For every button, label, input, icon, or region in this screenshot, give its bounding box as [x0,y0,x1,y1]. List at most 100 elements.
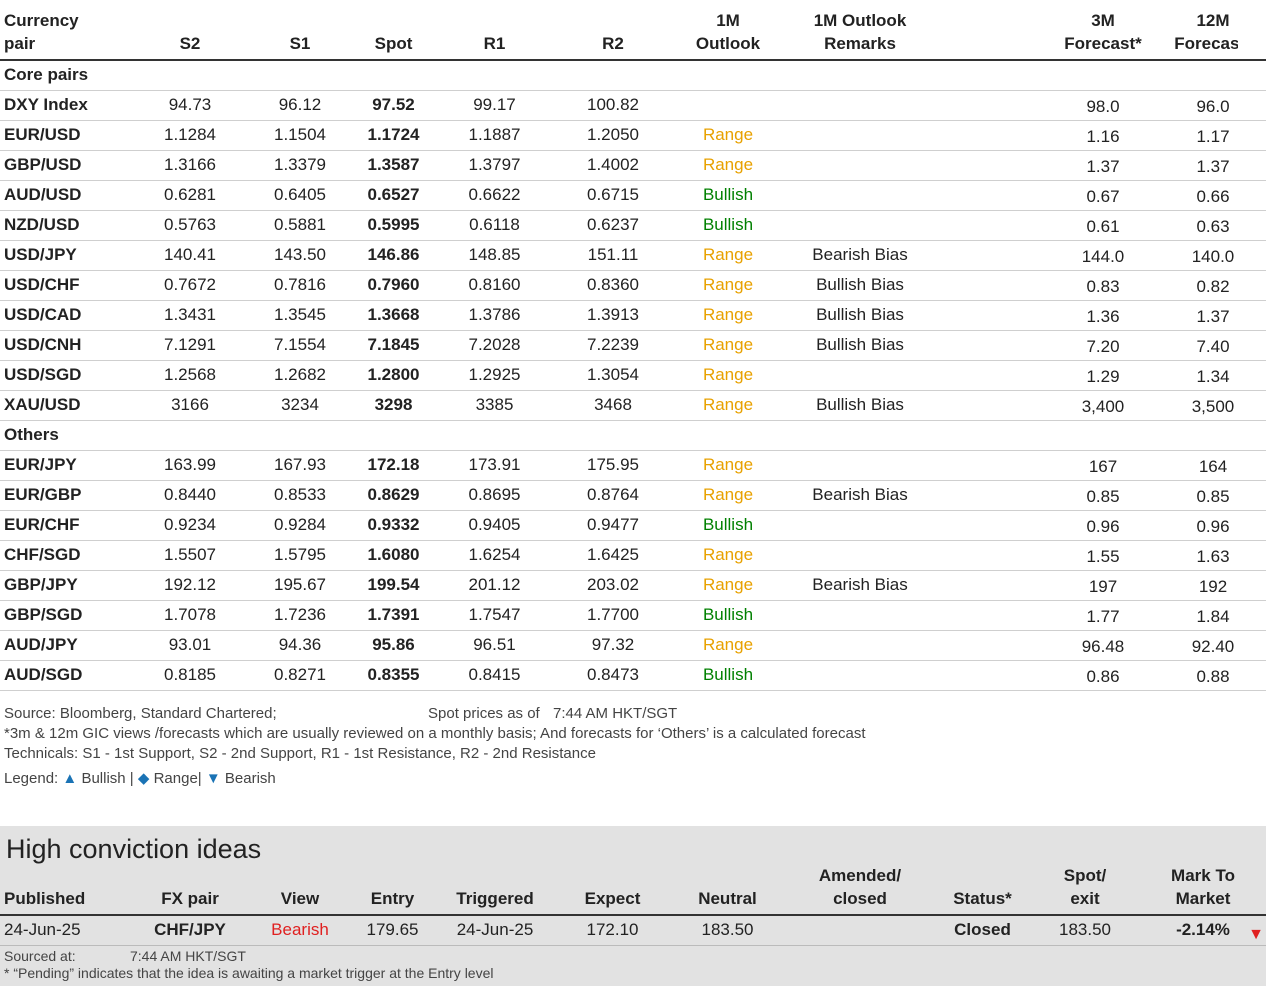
s2-cell: 0.8440 [164,485,216,504]
table-row: USD/CHF 0.7672 0.7816 0.7960 0.8160 0.8360 Ran… [0,270,1266,300]
spot-cell: 1.2800 [367,365,420,384]
r1-cell: 201.12 [468,575,521,594]
forecast-cell: 0.86 0.88 [933,660,1238,690]
forecast-cell: 1.37 1.37 [933,150,1238,180]
forecast-3m: 1.29 [1086,366,1120,386]
s1-cell: 94.36 [278,635,322,654]
s1-cell: 1.1504 [274,125,326,144]
forecast-3m: 3,400 [1081,396,1125,416]
forecast-cell: 0.85 0.85 [933,480,1238,510]
col-header-r2: R2 [602,34,624,53]
forecast-cell: 0.83 0.82 [933,270,1238,300]
hci-title: High conviction ideas [6,834,262,864]
s2-cell: 3166 [171,395,209,414]
hci-view: Bearish [271,920,329,940]
r2-cell: 175.95 [587,455,639,474]
forecast-12m: 0.82 [1196,276,1230,296]
hci-triggered: 24-Jun-25 [456,920,534,940]
remark-cell: Bullish Bias [816,395,904,414]
forecast-cell: 96.48 92.40 [933,630,1238,660]
forecast-12m: 0.66 [1196,186,1230,206]
outlook-cell: Range [702,125,754,144]
legend-separator: | [197,770,202,787]
r2-cell: 1.7700 [587,605,639,624]
s1-cell: 0.7816 [274,275,326,294]
hci-published: 24-Jun-25 [4,920,81,940]
s2-cell: 1.2568 [164,365,216,384]
r1-cell: 96.51 [473,635,516,654]
s1-cell: 1.3379 [274,155,326,174]
outlook-cell: Range [702,485,754,504]
remark-cell: Bullish Bias [816,335,904,354]
table-row: EUR/JPY 163.99 167.93 172.18 173.91 175.95 Ran… [0,450,1266,480]
section-title: Core pairs [4,65,89,85]
hci-header-published: Published [4,889,86,908]
forecast-12m: 1.17 [1196,126,1230,146]
forecast-cell: 98.0 96.0 [933,90,1238,120]
hci-expect: 172.10 [586,920,639,940]
outlook-cell: Bullish [702,515,754,534]
remark-cell [787,450,933,480]
r1-cell: 0.8415 [468,665,521,684]
s2-cell: 0.6281 [164,185,216,204]
remark-cell [787,600,933,630]
remark-cell [787,540,933,570]
source-text: Source: Bloomberg, Standard Chartered; [4,705,277,722]
remark-cell [787,180,933,210]
fx-table-body: Core pairs DXY Index 94.73 96.12 97.52 99.17 1… [0,60,1266,690]
forecast-3m: 7.20 [1086,336,1120,356]
table-row: EUR/CHF 0.9234 0.9284 0.9332 0.9405 0.9477 Bul… [0,510,1266,540]
remark-cell [787,90,933,120]
s2-cell: 1.3166 [164,155,216,174]
row-spacer [1238,360,1266,390]
spot-cell: 0.7960 [367,275,420,294]
spot-cell: 1.1724 [367,125,420,144]
forecast-12m: 164 [1198,456,1228,476]
spot-cell: 97.52 [372,95,415,114]
row-spacer [1238,180,1266,210]
row-spacer [1238,600,1266,630]
forecast-12m: 192 [1198,576,1228,596]
forecast-cell: 0.96 0.96 [933,510,1238,540]
forecast-cell: 1.16 1.17 [933,120,1238,150]
hci-header-amended-closed: Amended/closed [818,866,902,908]
currency-pair-cell: USD/CHF [4,275,80,294]
legend: Legend: ▲ Bullish | ◆ Range| ▼ Bearish [4,769,865,789]
r2-cell: 0.8473 [587,665,639,684]
hci-status: Closed [954,920,1011,940]
hci-header-triggered: Triggered [456,889,534,908]
spot-cell: 0.8355 [367,665,420,684]
forecast-3m: 197 [1088,576,1118,596]
r2-cell: 0.6237 [587,215,639,234]
table-row: EUR/GBP 0.8440 0.8533 0.8629 0.8695 0.8764 Ran… [0,480,1266,510]
r2-cell: 1.6425 [587,545,639,564]
r1-cell: 0.8695 [468,485,521,504]
row-spacer [1238,240,1266,270]
r2-cell: 1.3913 [587,305,639,324]
hci-mark-to-market: -2.14% [1176,920,1230,940]
row-spacer [1238,390,1266,420]
forecast-12m: 1.63 [1196,546,1230,566]
s2-cell: 93.01 [168,635,212,654]
row-spacer [1238,300,1266,330]
triangle-up-icon: ▲ [62,770,78,787]
s1-cell: 0.6405 [274,185,326,204]
currency-pair-cell: EUR/USD [4,125,81,144]
row-spacer [1238,630,1266,660]
forecast-12m: 1.34 [1196,366,1230,386]
s1-cell: 0.9284 [274,515,326,534]
s1-cell: 167.93 [274,455,326,474]
table-row: AUD/USD 0.6281 0.6405 0.6527 0.6622 0.6715 Bul… [0,180,1266,210]
r2-cell: 7.2239 [587,335,639,354]
currency-pair-cell: EUR/JPY [4,455,77,474]
r1-cell: 1.3797 [468,155,521,174]
currency-pair-cell: AUD/JPY [4,635,78,654]
col-header-3m-forecast: 3M Forecast* [1064,11,1142,53]
hci-fx-pair: CHF/JPY [154,920,226,940]
hci-amended [785,915,935,945]
currency-pair-cell: USD/SGD [4,365,82,384]
remark-cell [787,360,933,390]
s1-cell: 7.1554 [274,335,326,354]
hci-entry: 179.65 [366,920,419,940]
forecast-cell: 1.29 1.34 [933,360,1238,390]
